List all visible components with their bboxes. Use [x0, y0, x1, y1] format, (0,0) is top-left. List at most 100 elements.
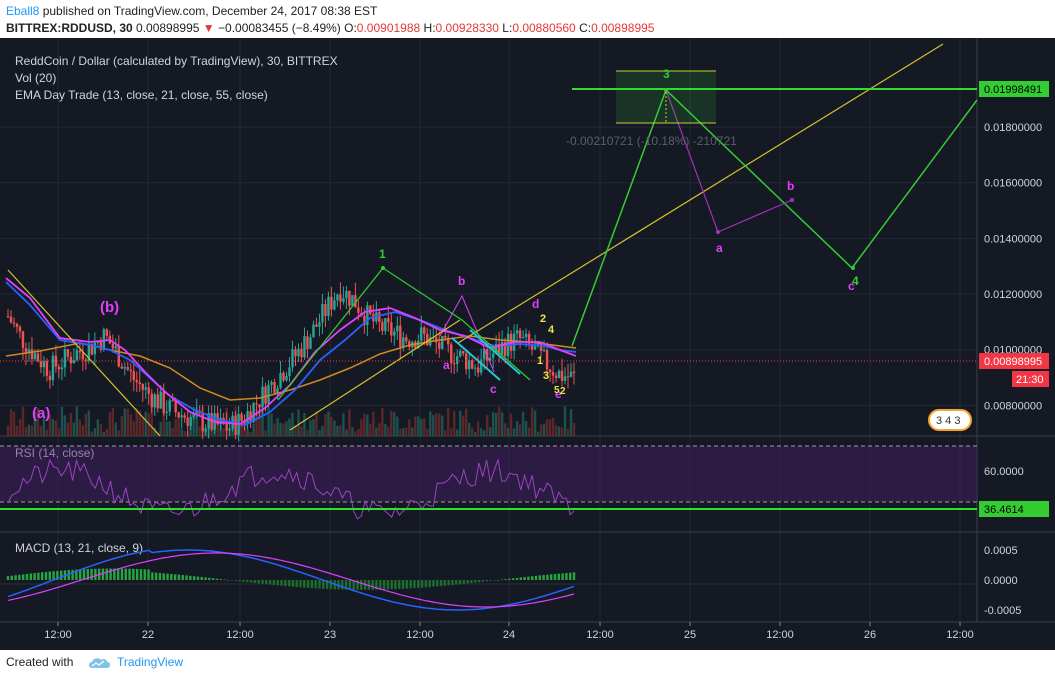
macd-hist-bar — [443, 580, 447, 586]
candle-body — [476, 367, 480, 373]
volume-bar — [12, 411, 16, 436]
macd-hist-bar — [268, 580, 272, 585]
wave-3-label: 3 — [663, 67, 670, 81]
macd-hist-bar — [367, 580, 371, 590]
volume-bar — [78, 419, 82, 436]
macd-hist-bar — [314, 580, 317, 589]
candle-body — [447, 337, 450, 345]
candle-body — [207, 413, 210, 429]
volume-bar — [357, 428, 360, 436]
candle-body — [527, 333, 531, 344]
macd-hist-bar — [299, 580, 302, 588]
wave-4-marker — [851, 266, 855, 270]
volume-bar — [93, 428, 97, 436]
volume-bar — [488, 427, 492, 436]
events-badge[interactable] — [928, 409, 972, 431]
volume-bar — [57, 428, 61, 436]
volume-bar — [491, 412, 495, 436]
candle-body — [369, 305, 372, 314]
volume-bar — [171, 427, 174, 436]
macd-hist-bar — [306, 580, 310, 588]
candle-body — [132, 371, 135, 381]
macd-hist-bar — [135, 568, 139, 580]
candle-body — [423, 327, 426, 334]
last-price-tag — [979, 353, 1049, 369]
candle-body — [560, 370, 564, 381]
volume-bar — [321, 426, 324, 436]
candle-body — [279, 372, 282, 389]
footer: Created with TradingView — [0, 650, 1055, 679]
macd-hist-bar — [249, 580, 253, 583]
time-tick-label: 24 — [503, 629, 515, 641]
candle-body — [470, 360, 474, 369]
candle-body — [285, 375, 288, 381]
macd-hist-bar — [86, 569, 89, 580]
last-price-text: 0.00898995 — [984, 356, 1042, 368]
macd-hist-bar — [386, 580, 390, 590]
candle-body — [252, 403, 255, 423]
low-value: 0.00880560 — [512, 21, 576, 35]
volume-bar — [485, 415, 489, 436]
macd-hist-bar — [78, 569, 82, 580]
price-change: −0.00083455 (−8.49%) — [218, 21, 341, 35]
macd-hist-bar — [322, 580, 325, 589]
volume-bar — [96, 419, 100, 436]
wave-a-label: a — [443, 358, 450, 372]
candle-body — [27, 349, 31, 354]
candle-body — [168, 400, 171, 412]
candle-body — [456, 356, 459, 364]
time-tick-label: 26 — [864, 629, 876, 641]
wave-e-label: e — [555, 387, 562, 401]
sub-wave-2b-label: 2 — [560, 386, 566, 397]
rsi-tick-label: 60.0000 — [984, 466, 1024, 478]
macd-hist-bar — [52, 571, 55, 580]
ema-legend: EMA Day Trade (13, close, 21, close, 55,… — [15, 88, 268, 102]
macd-hist-bar — [394, 580, 397, 590]
macd-hist-bar — [371, 580, 374, 590]
volume-bar — [530, 407, 534, 436]
candle-body — [459, 350, 462, 357]
candle-body — [557, 370, 561, 379]
candle-body — [351, 295, 354, 306]
volume-bar — [36, 407, 40, 436]
macd-hist-bar — [424, 580, 428, 588]
macd-hist-bar — [227, 579, 230, 581]
candle-body — [138, 382, 141, 385]
volume-bar — [393, 412, 396, 436]
sub-wave-4-label: 4 — [548, 324, 555, 336]
chart-area[interactable]: -0.00210721 (-10.18%) -210721 1 3 4 a b … — [0, 38, 1055, 650]
candle-body — [120, 366, 123, 369]
candle-body — [18, 326, 22, 332]
volume-bar — [470, 427, 474, 436]
macd-hist-bar — [181, 575, 184, 580]
chart-svg[interactable]: -0.00210721 (-10.18%) -210721 1 3 4 a b … — [0, 38, 1055, 650]
candle-body — [306, 336, 309, 349]
macd-hist-bar — [508, 578, 511, 580]
volume-bar — [144, 411, 147, 436]
wave-d-label: d — [532, 297, 539, 311]
candle-body — [530, 343, 534, 350]
candle-body — [545, 350, 549, 370]
tradingview-link[interactable]: TradingView — [117, 655, 184, 669]
candle-body — [123, 367, 126, 369]
candle-body — [524, 333, 528, 337]
volume-bar — [420, 418, 423, 436]
down-arrow-icon: ▼ — [202, 21, 215, 35]
candle-body — [497, 343, 501, 355]
candle-body — [255, 403, 258, 405]
volume-bar — [461, 415, 465, 436]
volume-bar — [405, 427, 408, 436]
candle-body — [129, 369, 132, 372]
candle-body — [156, 394, 159, 409]
volume-bar — [252, 424, 255, 436]
candle-body — [177, 412, 180, 418]
candle-body — [180, 415, 183, 418]
author-link[interactable]: Eball8 — [6, 4, 40, 18]
volume-bar — [120, 416, 123, 436]
candle-body — [554, 375, 558, 379]
candle-body — [390, 322, 393, 336]
projected-b-label: b — [787, 179, 794, 193]
volume-bar — [327, 411, 330, 436]
macd-hist-bar — [120, 568, 124, 580]
candle-body — [473, 367, 477, 369]
